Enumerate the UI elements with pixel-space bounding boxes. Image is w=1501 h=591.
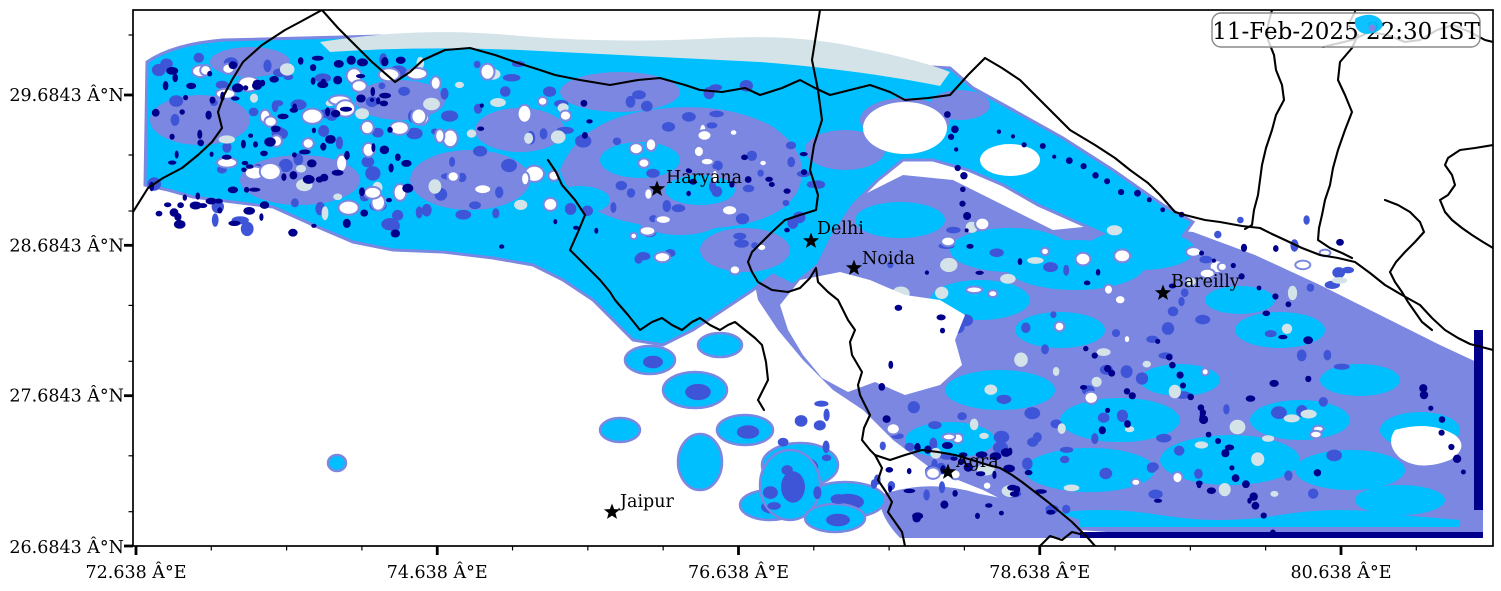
city-marker-agra: Agra — [939, 452, 999, 479]
x-axis-tick-labels: 72.638 Â°E 74.638 Â°E 76.638 Â°E 78.638 … — [86, 562, 1392, 583]
city-label: Haryana — [666, 168, 742, 188]
boundary-line — [1438, 143, 1493, 250]
timestamp-text: 11-Feb-2025 22:30 IST — [1212, 19, 1480, 45]
city-label: Agra — [955, 452, 999, 472]
x-tick-label: 72.638 Â°E — [86, 562, 187, 583]
boundary-line — [133, 10, 324, 214]
city-label: Delhi — [817, 219, 864, 239]
y-tick-label: 28.6843 Â°N — [9, 235, 124, 256]
y-tick-label: 29.6843 Â°N — [9, 85, 124, 106]
plot-frame — [132, 9, 1494, 547]
fog-edge-line-right — [1474, 330, 1483, 510]
boundary-line — [746, 10, 877, 457]
y-tick-label: 27.6843 Â°N — [9, 386, 124, 407]
fog-fringe-pale — [320, 32, 950, 86]
city-marker-noida: Noida — [845, 249, 915, 275]
x-tick-label: 78.638 Â°E — [989, 562, 1090, 583]
boundary-line — [1316, 10, 1360, 260]
city-marker-haryana: Haryana — [648, 168, 742, 196]
fog-hole-noida — [780, 272, 965, 395]
timestamp-frame — [1211, 12, 1481, 48]
x-tick-label: 76.638 Â°E — [688, 562, 789, 583]
fog-scattered-blobs — [326, 331, 887, 534]
boundary-line — [320, 10, 1493, 352]
boundary-line — [873, 448, 1097, 546]
boundary-line — [873, 453, 907, 546]
city-marker-bareilly: Bareilly — [1154, 272, 1240, 300]
city-marker-delhi: Delhi — [802, 219, 864, 248]
x-tick-label: 74.638 Â°E — [387, 562, 488, 583]
timestamp-box: 11-Feb-2025 22:30 IST — [1211, 12, 1481, 48]
city-label: Jaipur — [618, 492, 675, 512]
fog-holes — [191, 62, 1462, 491]
y-tick-label: 26.6843 Â°N — [9, 537, 124, 558]
axis-ticks — [124, 34, 1417, 555]
city-marker-jaipur: Jaipur — [603, 492, 675, 519]
city-label: Bareilly — [1171, 272, 1240, 292]
fog-edge-line-bottom — [1080, 532, 1483, 538]
city-label: Noida — [862, 249, 915, 269]
fog-veryhigh-speckles — [149, 55, 1483, 538]
fog-patch-over-timestamp — [1354, 14, 1383, 34]
boundary-line — [546, 158, 770, 412]
boundary-line — [1038, 530, 1082, 546]
x-tick-label: 80.638 Â°E — [1291, 562, 1392, 583]
state-boundaries — [133, 10, 1493, 546]
y-axis-tick-labels: 29.6843 Â°N 28.6843 Â°N 27.6843 Â°N 26.6… — [9, 85, 124, 558]
fog-dot-over-timestamp — [1368, 24, 1376, 32]
city-markers: Haryana Delhi Noida Bareilly Agra Jaipur — [603, 168, 1240, 519]
boundary-line — [1383, 198, 1434, 332]
